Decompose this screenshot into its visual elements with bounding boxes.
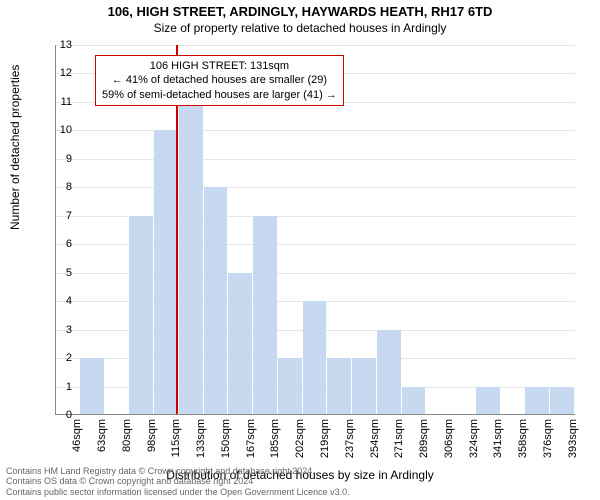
y-tick-label: 13 <box>60 39 72 51</box>
license-text: Contains HM Land Registry data © Crown c… <box>6 466 350 498</box>
annotation-line: 59% of semi-detached houses are larger (… <box>102 88 337 102</box>
histogram-bar <box>154 130 178 415</box>
y-tick-label: 4 <box>66 295 72 307</box>
x-tick-label: 46sqm <box>71 419 83 452</box>
histogram-bar <box>253 216 277 415</box>
histogram-bar <box>550 387 574 415</box>
page-title: 106, HIGH STREET, ARDINGLY, HAYWARDS HEA… <box>0 0 600 19</box>
page-subtitle: Size of property relative to detached ho… <box>0 19 600 35</box>
x-tick-label: 167sqm <box>245 419 257 458</box>
x-tick-label: 289sqm <box>418 419 430 458</box>
histogram-bar <box>129 216 153 415</box>
x-tick-label: 324sqm <box>468 419 480 458</box>
y-tick-label: 2 <box>66 352 72 364</box>
x-tick-label: 80sqm <box>121 419 133 452</box>
histogram-bar <box>352 358 376 415</box>
x-tick-label: 150sqm <box>220 419 232 458</box>
y-tick-label: 1 <box>66 381 72 393</box>
x-tick-label: 254sqm <box>369 419 381 458</box>
y-tick-label: 7 <box>66 210 72 222</box>
gridline <box>55 187 575 188</box>
y-axis-label: Number of detached properties <box>8 65 22 230</box>
y-tick-label: 5 <box>66 267 72 279</box>
x-tick-label: 358sqm <box>517 419 529 458</box>
x-tick-label: 219sqm <box>319 419 331 458</box>
histogram-bar <box>377 330 401 415</box>
x-tick-label: 376sqm <box>542 419 554 458</box>
histogram-bar <box>303 301 327 415</box>
x-tick-label: 271sqm <box>393 419 405 458</box>
histogram-bar <box>402 387 426 415</box>
y-tick-label: 11 <box>61 96 72 108</box>
histogram-bar <box>228 273 252 415</box>
x-tick-label: 237sqm <box>344 419 356 458</box>
annotation-line: 106 HIGH STREET: 131sqm <box>102 59 337 73</box>
y-tick-label: 3 <box>66 324 72 336</box>
license-line: Contains public sector information licen… <box>6 487 350 498</box>
y-axis-line <box>55 45 56 415</box>
x-tick-label: 185sqm <box>269 419 281 458</box>
histogram-bar <box>278 358 302 415</box>
y-tick-label: 6 <box>66 238 72 250</box>
x-tick-label: 202sqm <box>294 419 306 458</box>
annotation-line: ← 41% of detached houses are smaller (29… <box>102 73 337 87</box>
annotation-box: 106 HIGH STREET: 131sqm← 41% of detached… <box>95 55 344 106</box>
histogram-bar <box>327 358 351 415</box>
x-axis-line <box>55 414 575 415</box>
y-tick-label: 12 <box>60 67 72 79</box>
x-tick-label: 115sqm <box>170 419 182 457</box>
histogram-bar <box>525 387 549 415</box>
histogram-bar <box>80 358 104 415</box>
x-tick-label: 393sqm <box>567 419 579 458</box>
histogram-bar <box>204 187 228 415</box>
x-tick-label: 98sqm <box>146 419 158 452</box>
x-tick-label: 341sqm <box>492 419 504 458</box>
gridline <box>55 130 575 131</box>
y-tick-label: 10 <box>60 124 72 136</box>
x-tick-label: 133sqm <box>195 419 207 458</box>
histogram-bar <box>179 102 203 415</box>
license-line: Contains HM Land Registry data © Crown c… <box>6 466 350 477</box>
histogram-bar <box>476 387 500 415</box>
y-tick-label: 9 <box>66 153 72 165</box>
x-tick-label: 306sqm <box>443 419 455 458</box>
gridline <box>55 159 575 160</box>
x-tick-label: 63sqm <box>96 419 108 452</box>
gridline <box>55 45 575 46</box>
y-tick-label: 8 <box>66 181 72 193</box>
license-line: Contains OS data © Crown copyright and d… <box>6 476 350 487</box>
